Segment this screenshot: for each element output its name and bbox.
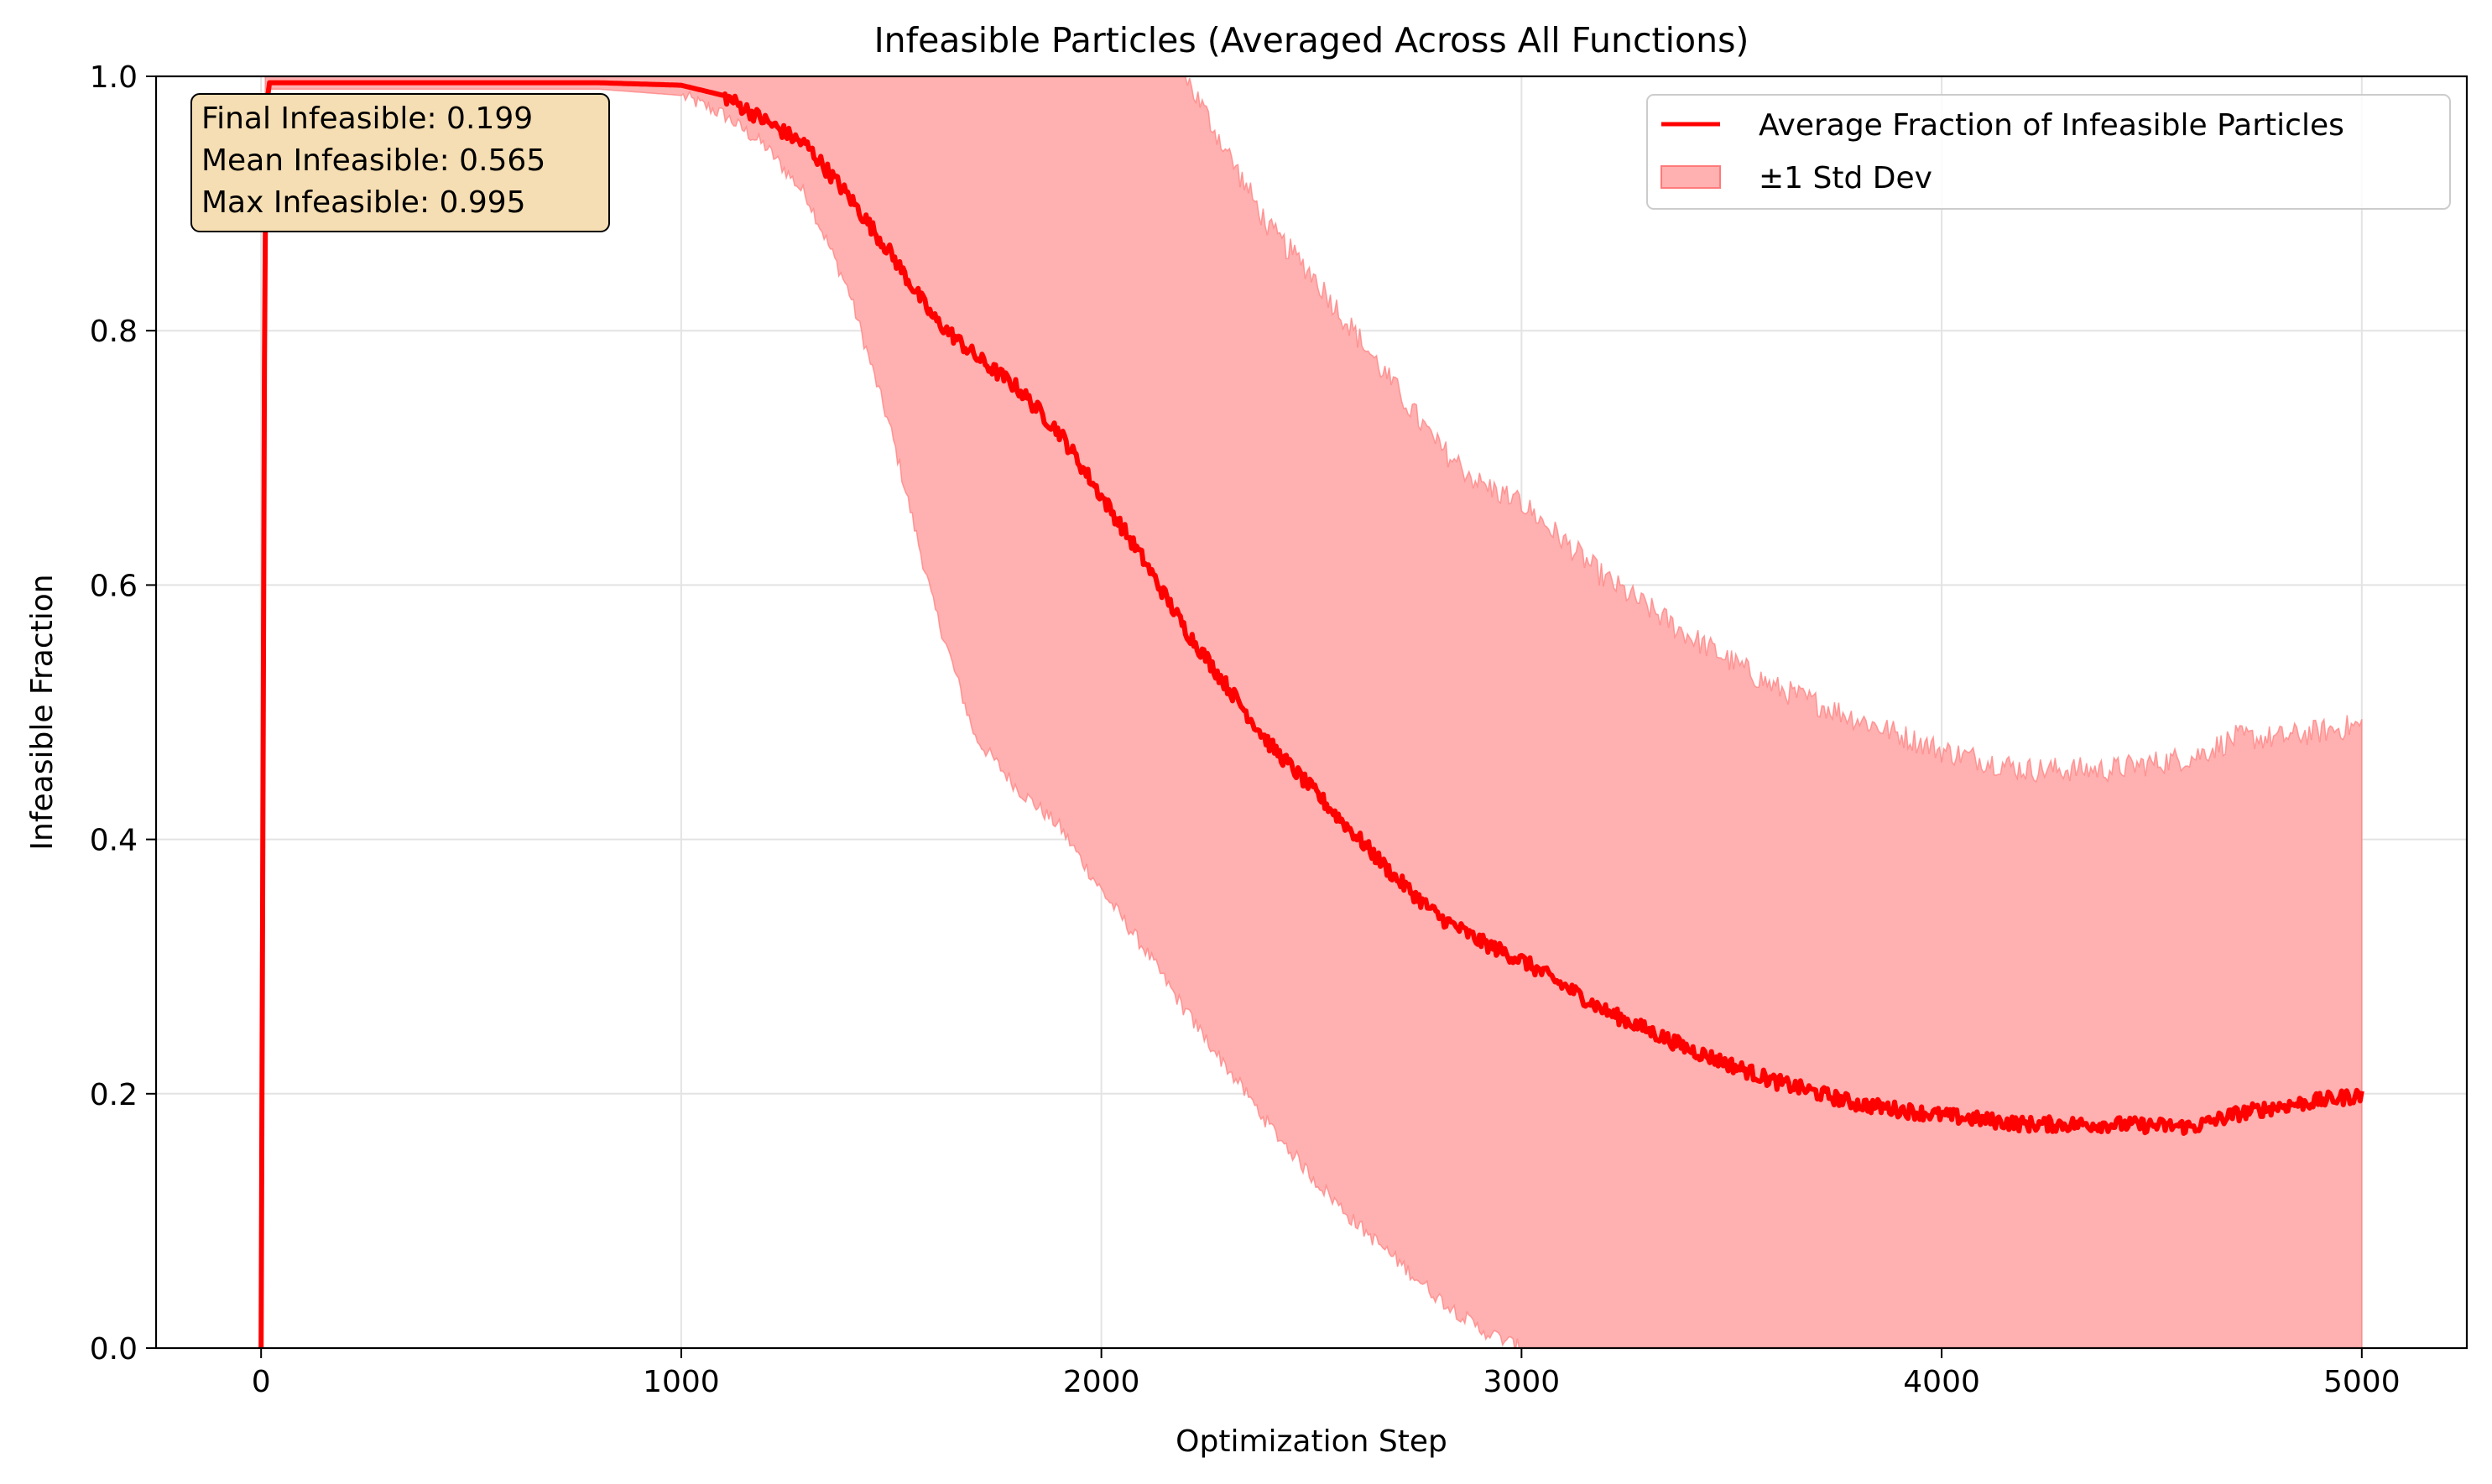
x-tick-label: 4000 (1903, 1365, 1980, 1399)
y-tick-label: 0.2 (90, 1078, 138, 1112)
annotation-box (190, 93, 610, 232)
x-axis-ticks: 0 1000 2000 3000 4000 5000 (252, 1348, 2401, 1399)
x-axis-label: Optimization Step (1176, 1424, 1447, 1459)
data-layer (258, 76, 2364, 1348)
annotation-final: Final Infeasible: 0.199 (201, 102, 533, 136)
x-tick-label: 3000 (1483, 1365, 1561, 1399)
x-tick-label: 1000 (643, 1365, 720, 1399)
annotation-mean: Mean Infeasible: 0.565 (201, 143, 545, 178)
x-tick-label: 0 (252, 1365, 271, 1399)
x-tick-label: 2000 (1063, 1365, 1140, 1399)
chart-title: Infeasible Particles (Averaged Across Al… (874, 20, 1749, 60)
y-axis-label: Infeasible Fraction (25, 574, 60, 850)
annotation-max: Max Infeasible: 0.995 (201, 185, 526, 220)
stats-annotation: Final Infeasible: 0.199 Mean Infeasible:… (190, 93, 610, 232)
x-tick-label: 5000 (2323, 1365, 2401, 1399)
plot-frame (154, 75, 2469, 1350)
legend-box (1646, 94, 2451, 210)
mean-line (258, 80, 2364, 1348)
y-tick-label: 0.6 (90, 569, 138, 603)
std-dev-band (260, 76, 2363, 1348)
legend-fill-swatch (1660, 165, 1721, 189)
y-tick-label: 0.0 (90, 1332, 138, 1367)
y-axis-ticks: 0.0 0.2 0.4 0.6 0.8 1.0 (90, 60, 156, 1367)
legend-label-std: ±1 Std Dev (1759, 161, 1932, 195)
y-tick-label: 0.8 (90, 315, 138, 349)
y-tick-label: 0.4 (90, 824, 138, 858)
legend: Average Fraction of Infeasible Particles… (1646, 94, 2451, 210)
legend-label-mean: Average Fraction of Infeasible Particles (1759, 108, 2344, 143)
y-tick-label: 1.0 (90, 60, 138, 95)
